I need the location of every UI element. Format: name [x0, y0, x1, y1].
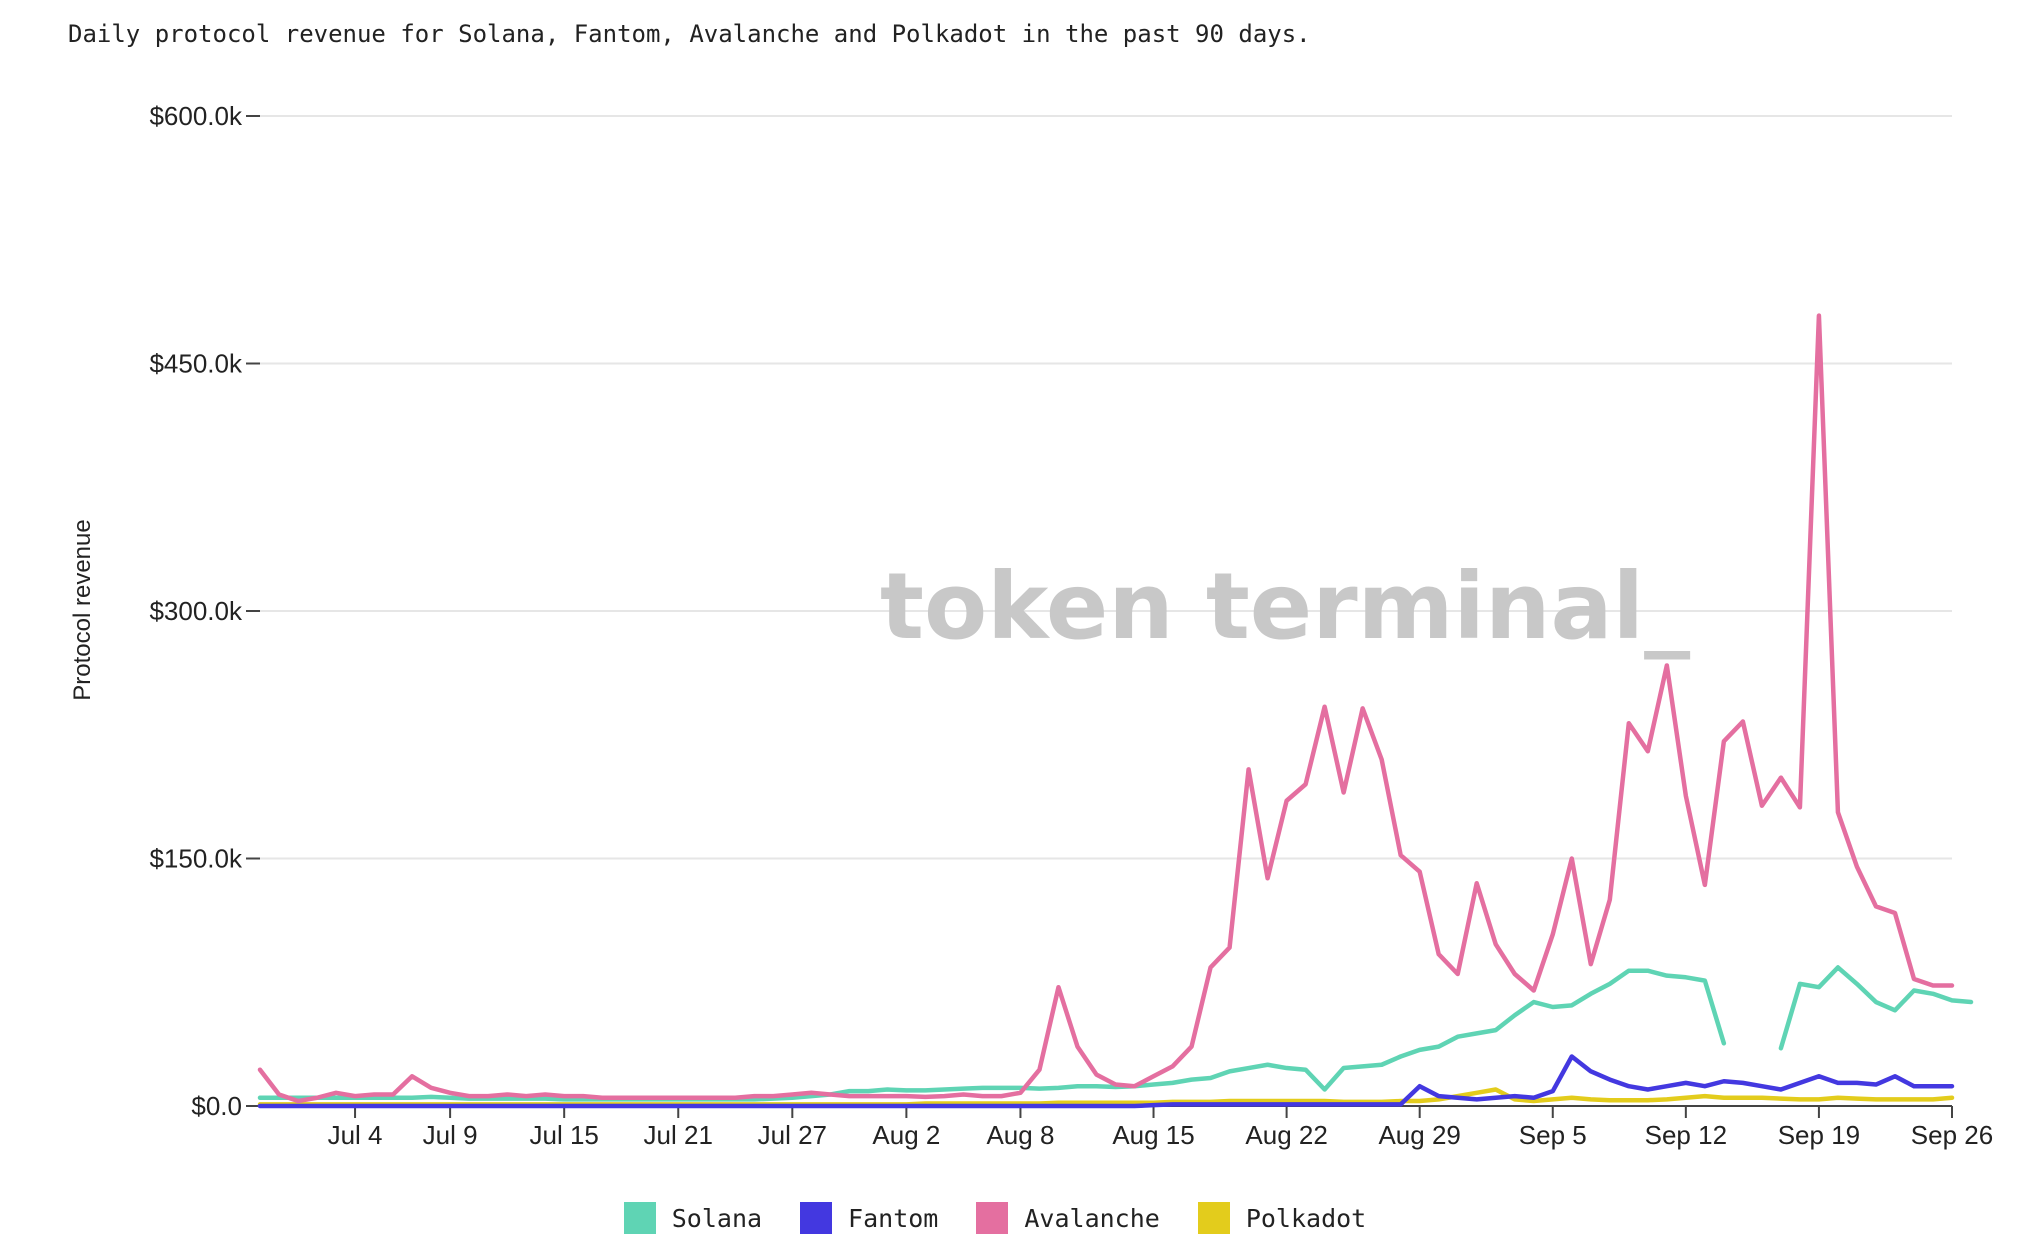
legend-label: Fantom	[848, 1203, 939, 1233]
x-tick-label: Aug 29	[1378, 1120, 1460, 1150]
x-tick-label: Sep 19	[1778, 1120, 1860, 1150]
series-line-solana	[257, 965, 1974, 1102]
x-tick-label: Aug 2	[872, 1120, 940, 1150]
chart-subtitle: Daily protocol revenue for Solana, Fanto…	[68, 20, 1311, 48]
y-axis: $0.0 $150.0k $300.0k $450.0k $600.0k	[149, 101, 260, 1121]
legend-label: Avalanche	[1024, 1203, 1160, 1233]
x-tick-label: Sep 12	[1645, 1120, 1727, 1150]
legend-label: Polkadot	[1245, 1203, 1367, 1233]
x-tick-label: Jul 9	[423, 1120, 478, 1150]
y-tick-label: $450.0k	[149, 349, 243, 379]
x-tick-label: Sep 5	[1519, 1120, 1587, 1150]
x-tick-label: Jul 15	[529, 1120, 598, 1150]
y-tick-label: $0.0	[191, 1091, 242, 1121]
x-tick-label: Aug 15	[1112, 1120, 1194, 1150]
x-tick-label: Jul 27	[758, 1120, 827, 1150]
legend-label: Solana	[671, 1203, 763, 1233]
y-tick-label: $150.0k	[149, 844, 243, 874]
legend-item-fantom[interactable]: Fantom	[800, 1202, 938, 1234]
x-tick-label: Jul 4	[328, 1120, 383, 1150]
x-tick-label: Aug 22	[1245, 1120, 1327, 1150]
legend-item-polkadot[interactable]: Polkadot	[1197, 1202, 1367, 1234]
y-tick-label: $300.0k	[149, 596, 243, 626]
legend-swatch	[623, 1202, 656, 1234]
legend-swatch	[976, 1202, 1009, 1234]
series-line-fantom	[257, 1054, 1955, 1109]
legend-item-solana[interactable]: Solana	[623, 1202, 763, 1234]
x-tick-label: Jul 21	[644, 1120, 713, 1150]
gridlines	[260, 115, 1952, 860]
series-line-avalanche	[257, 313, 1955, 1104]
y-axis-title: Protocol revenue	[69, 519, 96, 700]
x-tick-label: Sep 26	[1911, 1120, 1993, 1150]
x-tick-label: Aug 8	[986, 1120, 1054, 1150]
legend: Solana Fantom Avalanche Polkadot	[0, 1202, 1990, 1234]
legend-swatch	[800, 1202, 833, 1234]
legend-item-avalanche[interactable]: Avalanche	[976, 1202, 1160, 1234]
watermark-logo: token terminal_	[880, 553, 1690, 660]
series-lines	[257, 313, 1974, 1109]
legend-swatch	[1197, 1202, 1230, 1234]
x-axis: Jul 4 Jul 9 Jul 15 Jul 21 Jul 27 Aug 2 Aug 8 Au…	[260, 1105, 1993, 1150]
y-tick-label: $600.0k	[149, 101, 243, 131]
